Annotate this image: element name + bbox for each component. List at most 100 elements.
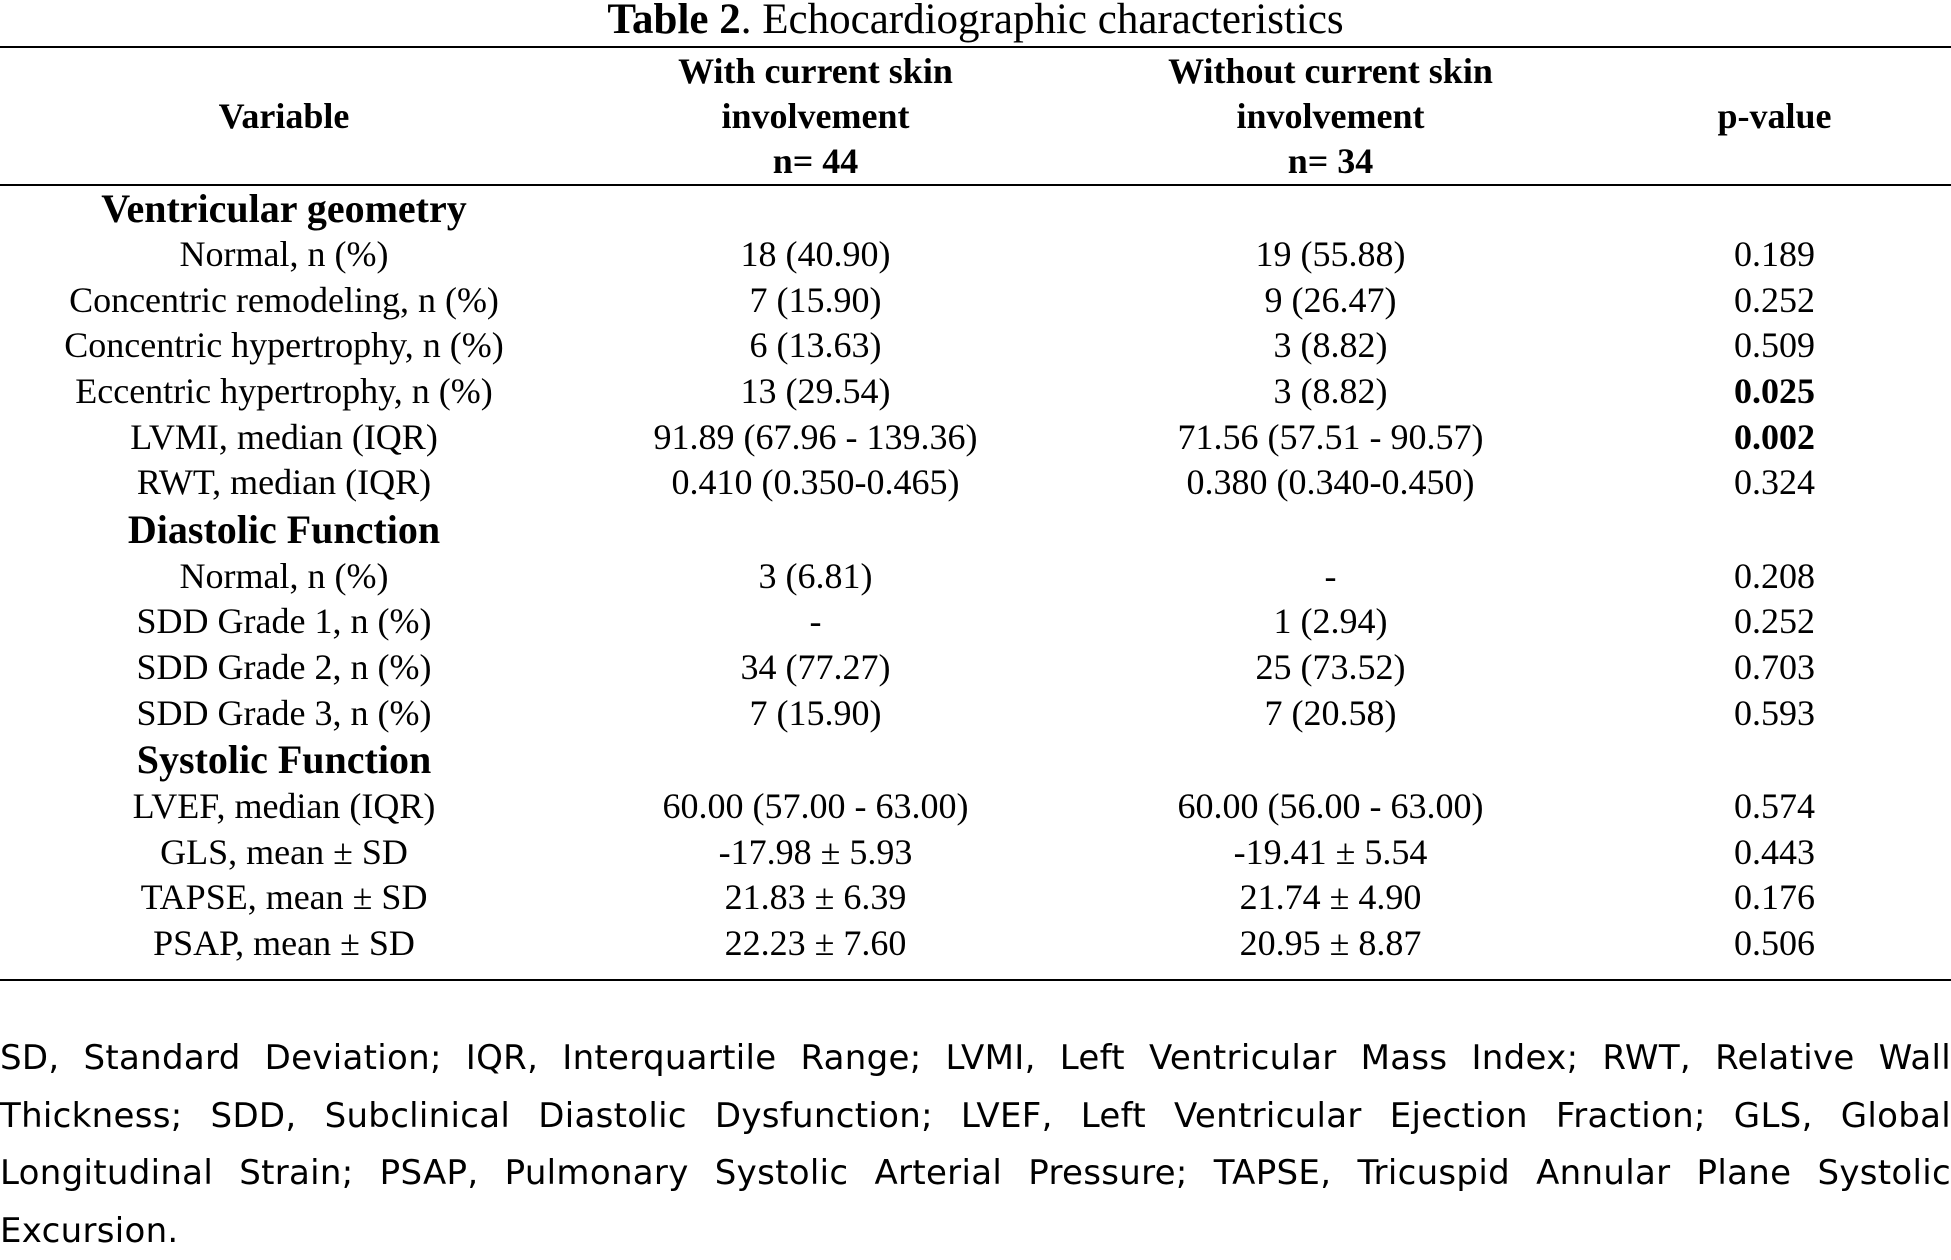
cell-variable: Eccentric hypertrophy, n (%)	[75, 371, 493, 412]
cell-without-skin: 0.380 (0.340-0.450)	[1186, 462, 1475, 503]
cell-pvalue: 0.252	[1734, 279, 1815, 320]
cell-with-skin: 34 (77.27)	[740, 647, 891, 688]
section-row: Diastolic Function	[0, 506, 1951, 554]
table-row: SDD Grade 2, n (%) 34 (77.27) 25 (73.52) 0.…	[0, 645, 1951, 691]
empty-cell	[1063, 184, 1598, 232]
table-row: SDD Grade 3, n (%) 7 (15.90) 7 (20.58) 0.59…	[0, 690, 1951, 736]
cell-pvalue: 0.593	[1734, 692, 1815, 733]
cell-variable: SDD Grade 1, n (%)	[136, 601, 432, 642]
cell-with-skin: 22.23 ± 7.60	[724, 923, 907, 964]
empty-cell	[1598, 736, 1951, 784]
table-row: SDD Grade 1, n (%) - 1 (2.94) 0.252	[0, 599, 1951, 645]
table-footnote: SD, Standard Deviation; IQR, Interquarti…	[0, 1038, 1951, 1251]
empty-cell	[1598, 506, 1951, 554]
cell-without-skin: -	[1324, 555, 1337, 596]
section-heading: Diastolic Function	[127, 507, 441, 553]
cell-without-skin: 19 (55.88)	[1255, 234, 1406, 275]
cell-pvalue: 0.176	[1734, 877, 1815, 918]
cell-pvalue: 0.208	[1734, 555, 1815, 596]
table-header: Variable With current skin involvement n…	[0, 48, 1951, 184]
table-title-label: Table 2	[607, 0, 741, 43]
cell-variable: Concentric remodeling, n (%)	[69, 279, 499, 320]
cell-with-skin: 7 (15.90)	[749, 279, 882, 320]
cell-with-skin: -17.98 ± 5.93	[718, 831, 913, 872]
header-with-line: With current skin	[678, 50, 953, 91]
cell-variable: LVEF, median (IQR)	[132, 786, 436, 827]
cell-without-skin: -19.41 ± 5.54	[1233, 831, 1428, 872]
cell-pvalue: 0.189	[1734, 234, 1815, 275]
cell-without-skin: 20.95 ± 8.87	[1239, 923, 1422, 964]
empty-cell	[568, 184, 1063, 232]
cell-variable: Concentric hypertrophy, n (%)	[64, 325, 504, 366]
table-row: RWT, median (IQR) 0.410 (0.350-0.465) 0.38…	[0, 460, 1951, 506]
section-heading: Ventricular geometry	[101, 185, 467, 231]
table-row: LVEF, median (IQR) 60.00 (57.00 - 63.00) 6…	[0, 784, 1951, 830]
section-heading: Systolic Function	[136, 737, 432, 783]
header-row: Variable With current skin involvement n…	[0, 48, 1951, 184]
header-variable: Variable	[218, 95, 350, 136]
cell-with-skin: 60.00 (57.00 - 63.00)	[662, 786, 969, 827]
cell-without-skin: 3 (8.82)	[1273, 371, 1388, 412]
cell-with-skin: 13 (29.54)	[740, 371, 891, 412]
cell-with-skin: 6 (13.63)	[749, 325, 882, 366]
table-title: Table 2. Echocardiographic characteristi…	[0, 0, 1951, 46]
table-row: Concentric remodeling, n (%) 7 (15.90) 9 (…	[0, 278, 1951, 324]
cell-pvalue: 0.703	[1734, 647, 1815, 688]
empty-cell	[1063, 736, 1598, 784]
table-row: Concentric hypertrophy, n (%) 6 (13.63) 3 …	[0, 323, 1951, 369]
cell-with-skin: 21.83 ± 6.39	[724, 877, 907, 918]
empty-cell	[568, 506, 1063, 554]
cell-without-skin: 7 (20.58)	[1264, 692, 1397, 733]
table-row: GLS, mean ± SD -17.98 ± 5.93 -19.41 ± 5.54…	[0, 830, 1951, 876]
cell-without-skin: 1 (2.94)	[1273, 601, 1388, 642]
empty-cell	[1598, 184, 1951, 232]
cell-variable: RWT, median (IQR)	[136, 462, 432, 503]
bottom-rule	[0, 979, 1951, 981]
table-body: Ventricular geometry Normal, n (%) 18 (40.…	[0, 184, 1951, 966]
cell-pvalue: 0.324	[1734, 462, 1815, 503]
table-row: LVMI, median (IQR) 91.89 (67.96 - 139.36)…	[0, 414, 1951, 460]
cell-variable: TAPSE, mean ± SD	[140, 877, 428, 918]
cell-pvalue: 0.002	[1734, 416, 1815, 457]
cell-variable: Normal, n (%)	[179, 234, 389, 275]
header-without-line: n= 34	[1287, 140, 1374, 181]
cell-with-skin: 7 (15.90)	[749, 692, 882, 733]
cell-without-skin: 21.74 ± 4.90	[1239, 877, 1422, 918]
header-without-skin: Without current skin involvement n= 34	[1063, 48, 1598, 184]
header-with-line: involvement	[721, 95, 910, 136]
cell-pvalue: 0.443	[1734, 831, 1815, 872]
cell-without-skin: 9 (26.47)	[1264, 279, 1397, 320]
table-row: Normal, n (%) 18 (40.90) 19 (55.88) 0.189	[0, 232, 1951, 278]
table-row: PSAP, mean ± SD 22.23 ± 7.60 20.95 ± 8.87 0…	[0, 921, 1951, 967]
cell-with-skin: 3 (6.81)	[758, 555, 873, 596]
cell-with-skin: -	[809, 601, 822, 642]
cell-pvalue: 0.025	[1734, 371, 1815, 412]
table-row: Normal, n (%) 3 (6.81) - 0.208	[0, 554, 1951, 600]
cell-with-skin: 91.89 (67.96 - 139.36)	[653, 416, 978, 457]
table-row: Eccentric hypertrophy, n (%) 13 (29.54) 3 …	[0, 369, 1951, 415]
cell-without-skin: 25 (73.52)	[1255, 647, 1406, 688]
cell-with-skin: 18 (40.90)	[740, 234, 891, 275]
cell-with-skin: 0.410 (0.350-0.465)	[671, 462, 960, 503]
echocardiographic-table: Variable With current skin involvement n…	[0, 48, 1951, 966]
cell-pvalue: 0.252	[1734, 601, 1815, 642]
header-with-line: n= 44	[772, 140, 859, 181]
header-without-line: involvement	[1236, 95, 1425, 136]
header-pvalue: p-value	[1717, 95, 1832, 136]
cell-without-skin: 60.00 (56.00 - 63.00)	[1177, 786, 1484, 827]
cell-variable: Normal, n (%)	[179, 555, 389, 596]
section-row: Systolic Function	[0, 736, 1951, 784]
cell-variable: GLS, mean ± SD	[160, 831, 408, 872]
header-without-line: Without current skin	[1168, 50, 1493, 91]
cell-variable: SDD Grade 3, n (%)	[136, 692, 432, 733]
section-row: Ventricular geometry	[0, 184, 1951, 232]
cell-pvalue: 0.509	[1734, 325, 1815, 366]
empty-cell	[568, 736, 1063, 784]
cell-pvalue: 0.574	[1734, 786, 1815, 827]
cell-variable: SDD Grade 2, n (%)	[136, 647, 432, 688]
empty-cell	[1063, 506, 1598, 554]
header-with-skin: With current skin involvement n= 44	[568, 48, 1063, 184]
header-rule	[0, 184, 1951, 186]
cell-pvalue: 0.506	[1734, 923, 1815, 964]
